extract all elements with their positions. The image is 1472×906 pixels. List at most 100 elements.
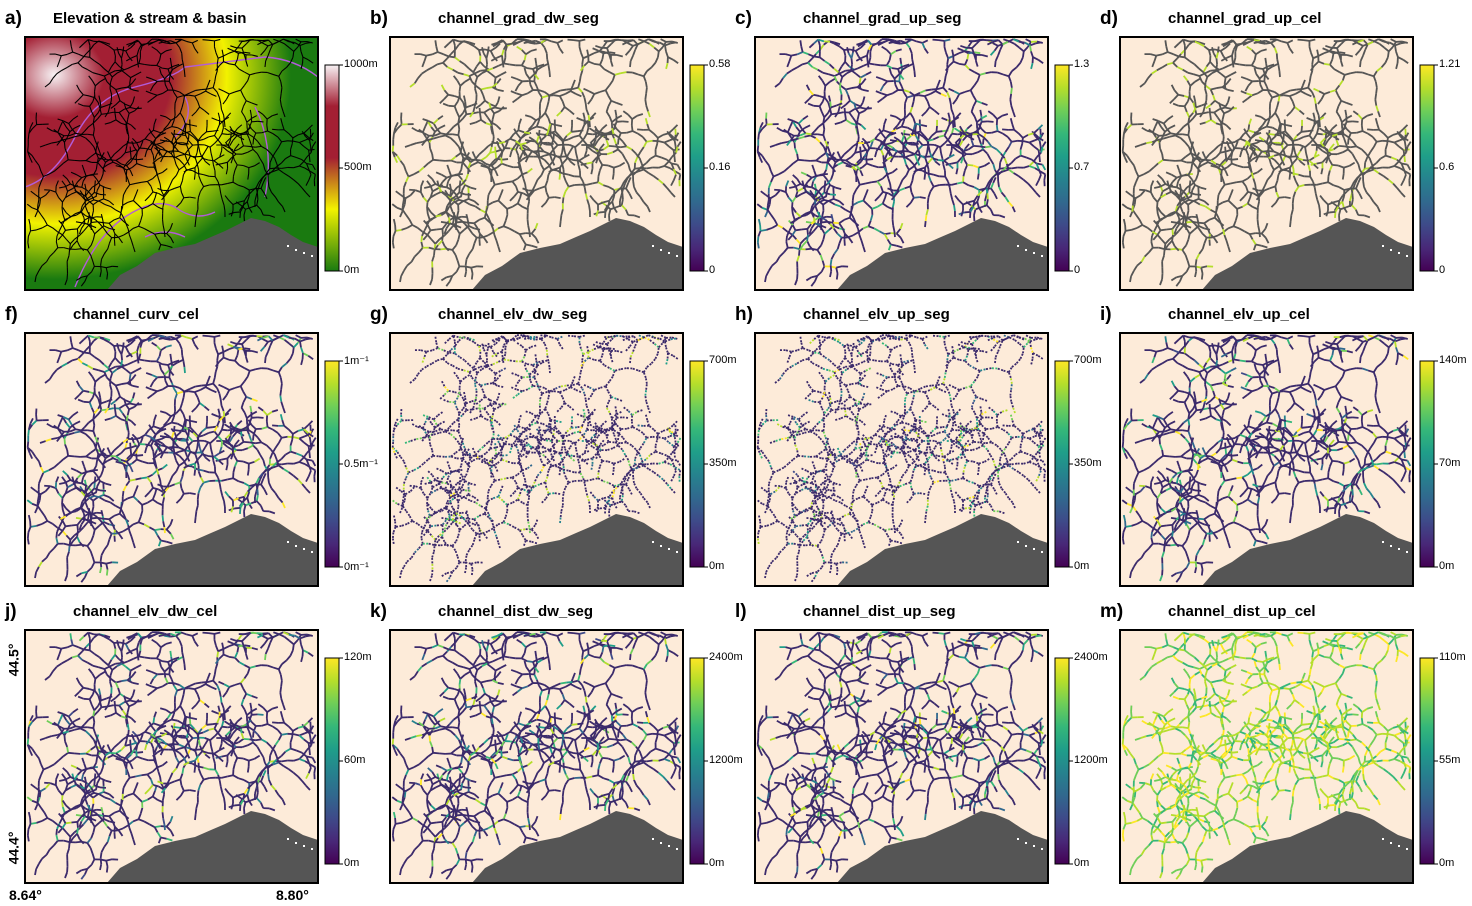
stream-segment (1252, 178, 1257, 185)
stream-segment (809, 192, 816, 197)
stream-segment (422, 126, 426, 133)
stream-segment (28, 218, 31, 226)
stream-segment (456, 260, 461, 267)
stream-segment (628, 193, 633, 200)
stream-segment (909, 180, 914, 187)
stream-segment (520, 172, 525, 179)
stream-segment (1255, 243, 1262, 247)
stream-segment (850, 58, 853, 65)
stream-segment (608, 186, 615, 191)
stream-segment (518, 233, 524, 240)
stream-segment (108, 45, 115, 51)
stream-segment (888, 150, 894, 157)
stream-segment (856, 42, 863, 46)
stream-segment (26, 203, 33, 209)
stream-segment (236, 133, 243, 137)
stream-segment (152, 124, 155, 131)
stream-segment (673, 155, 676, 163)
stream-segment (1126, 155, 1132, 162)
stream-segment (492, 136, 495, 143)
stream-segment (82, 176, 87, 182)
islet (652, 245, 654, 247)
stream-segment (603, 68, 610, 73)
stream-segment (1165, 171, 1172, 176)
stream-segment (1257, 167, 1263, 174)
stream-segment (1184, 191, 1190, 198)
stream-segment (170, 132, 176, 138)
stream-segment (292, 134, 299, 139)
stream-segment (1362, 180, 1365, 188)
stream-segment (222, 146, 228, 152)
stream-segment (485, 152, 491, 158)
stream-segment (657, 51, 660, 58)
stream-segment (771, 224, 778, 229)
stream-segment (1179, 216, 1186, 221)
stream-segment (811, 274, 818, 279)
stream-segment (1157, 121, 1162, 128)
stream-segment (405, 214, 411, 221)
stream-segment (104, 41, 111, 45)
stream-segment (659, 41, 666, 47)
stream-segment (874, 63, 881, 67)
stream-segment (646, 206, 651, 213)
stream-segment (1178, 126, 1185, 132)
stream-segment (1210, 159, 1217, 165)
stream-segment (627, 177, 632, 184)
stream-segment (1013, 38, 1020, 43)
stream-segment (951, 49, 955, 56)
stream-segment (545, 38, 552, 43)
stream-segment (997, 39, 1004, 46)
stream-segment (444, 205, 449, 212)
stream-segment (55, 241, 59, 248)
stream-segment (882, 124, 886, 131)
stream-segment (948, 187, 952, 194)
stream-segment (190, 124, 198, 127)
stream-segment (208, 39, 215, 42)
stream-segment (1011, 139, 1018, 143)
stream-segment (912, 163, 918, 170)
stream-segment (1138, 219, 1144, 226)
stream-segment (214, 135, 219, 141)
stream-segment (92, 174, 98, 181)
stream-segment (998, 186, 1003, 193)
stream-segment (878, 128, 883, 135)
stream-segment (602, 41, 608, 48)
stream-segment (52, 73, 58, 79)
stream-segment (88, 200, 94, 206)
stream-segment (664, 45, 667, 52)
stream-segment (245, 60, 249, 67)
stream-segment (534, 179, 539, 186)
stream-segment (951, 199, 955, 206)
stream-segment (1338, 144, 1345, 148)
stream-segment (886, 64, 893, 69)
stream-segment (1313, 133, 1318, 140)
stream-segment (496, 54, 503, 59)
stream-segment (601, 133, 608, 137)
stream-segment (1135, 170, 1140, 177)
stream-segment (1316, 127, 1320, 134)
stream-segment (611, 190, 618, 197)
stream-segment (1400, 191, 1406, 198)
stream-segment (822, 134, 827, 142)
stream-segment (299, 45, 302, 52)
stream-segment (1267, 139, 1273, 146)
stream-segment (448, 38, 454, 45)
stream-segment (31, 155, 36, 161)
stream-segment (939, 142, 946, 148)
stream-segment (432, 123, 438, 130)
stream-segment (796, 255, 800, 262)
stream-segment (455, 228, 461, 235)
stream-segment (924, 157, 929, 165)
stream-segment (913, 168, 920, 173)
stream-segment (954, 127, 961, 133)
stream-segment (126, 42, 133, 46)
stream-segment (65, 126, 71, 133)
stream-segment (1251, 143, 1259, 149)
stream-segment (661, 156, 668, 161)
stream-segment (822, 174, 828, 181)
stream-segment (417, 73, 423, 79)
stream-segment (197, 172, 204, 176)
stream-segment (990, 187, 996, 194)
stream-segment (88, 75, 93, 81)
stream-segment (820, 111, 826, 118)
